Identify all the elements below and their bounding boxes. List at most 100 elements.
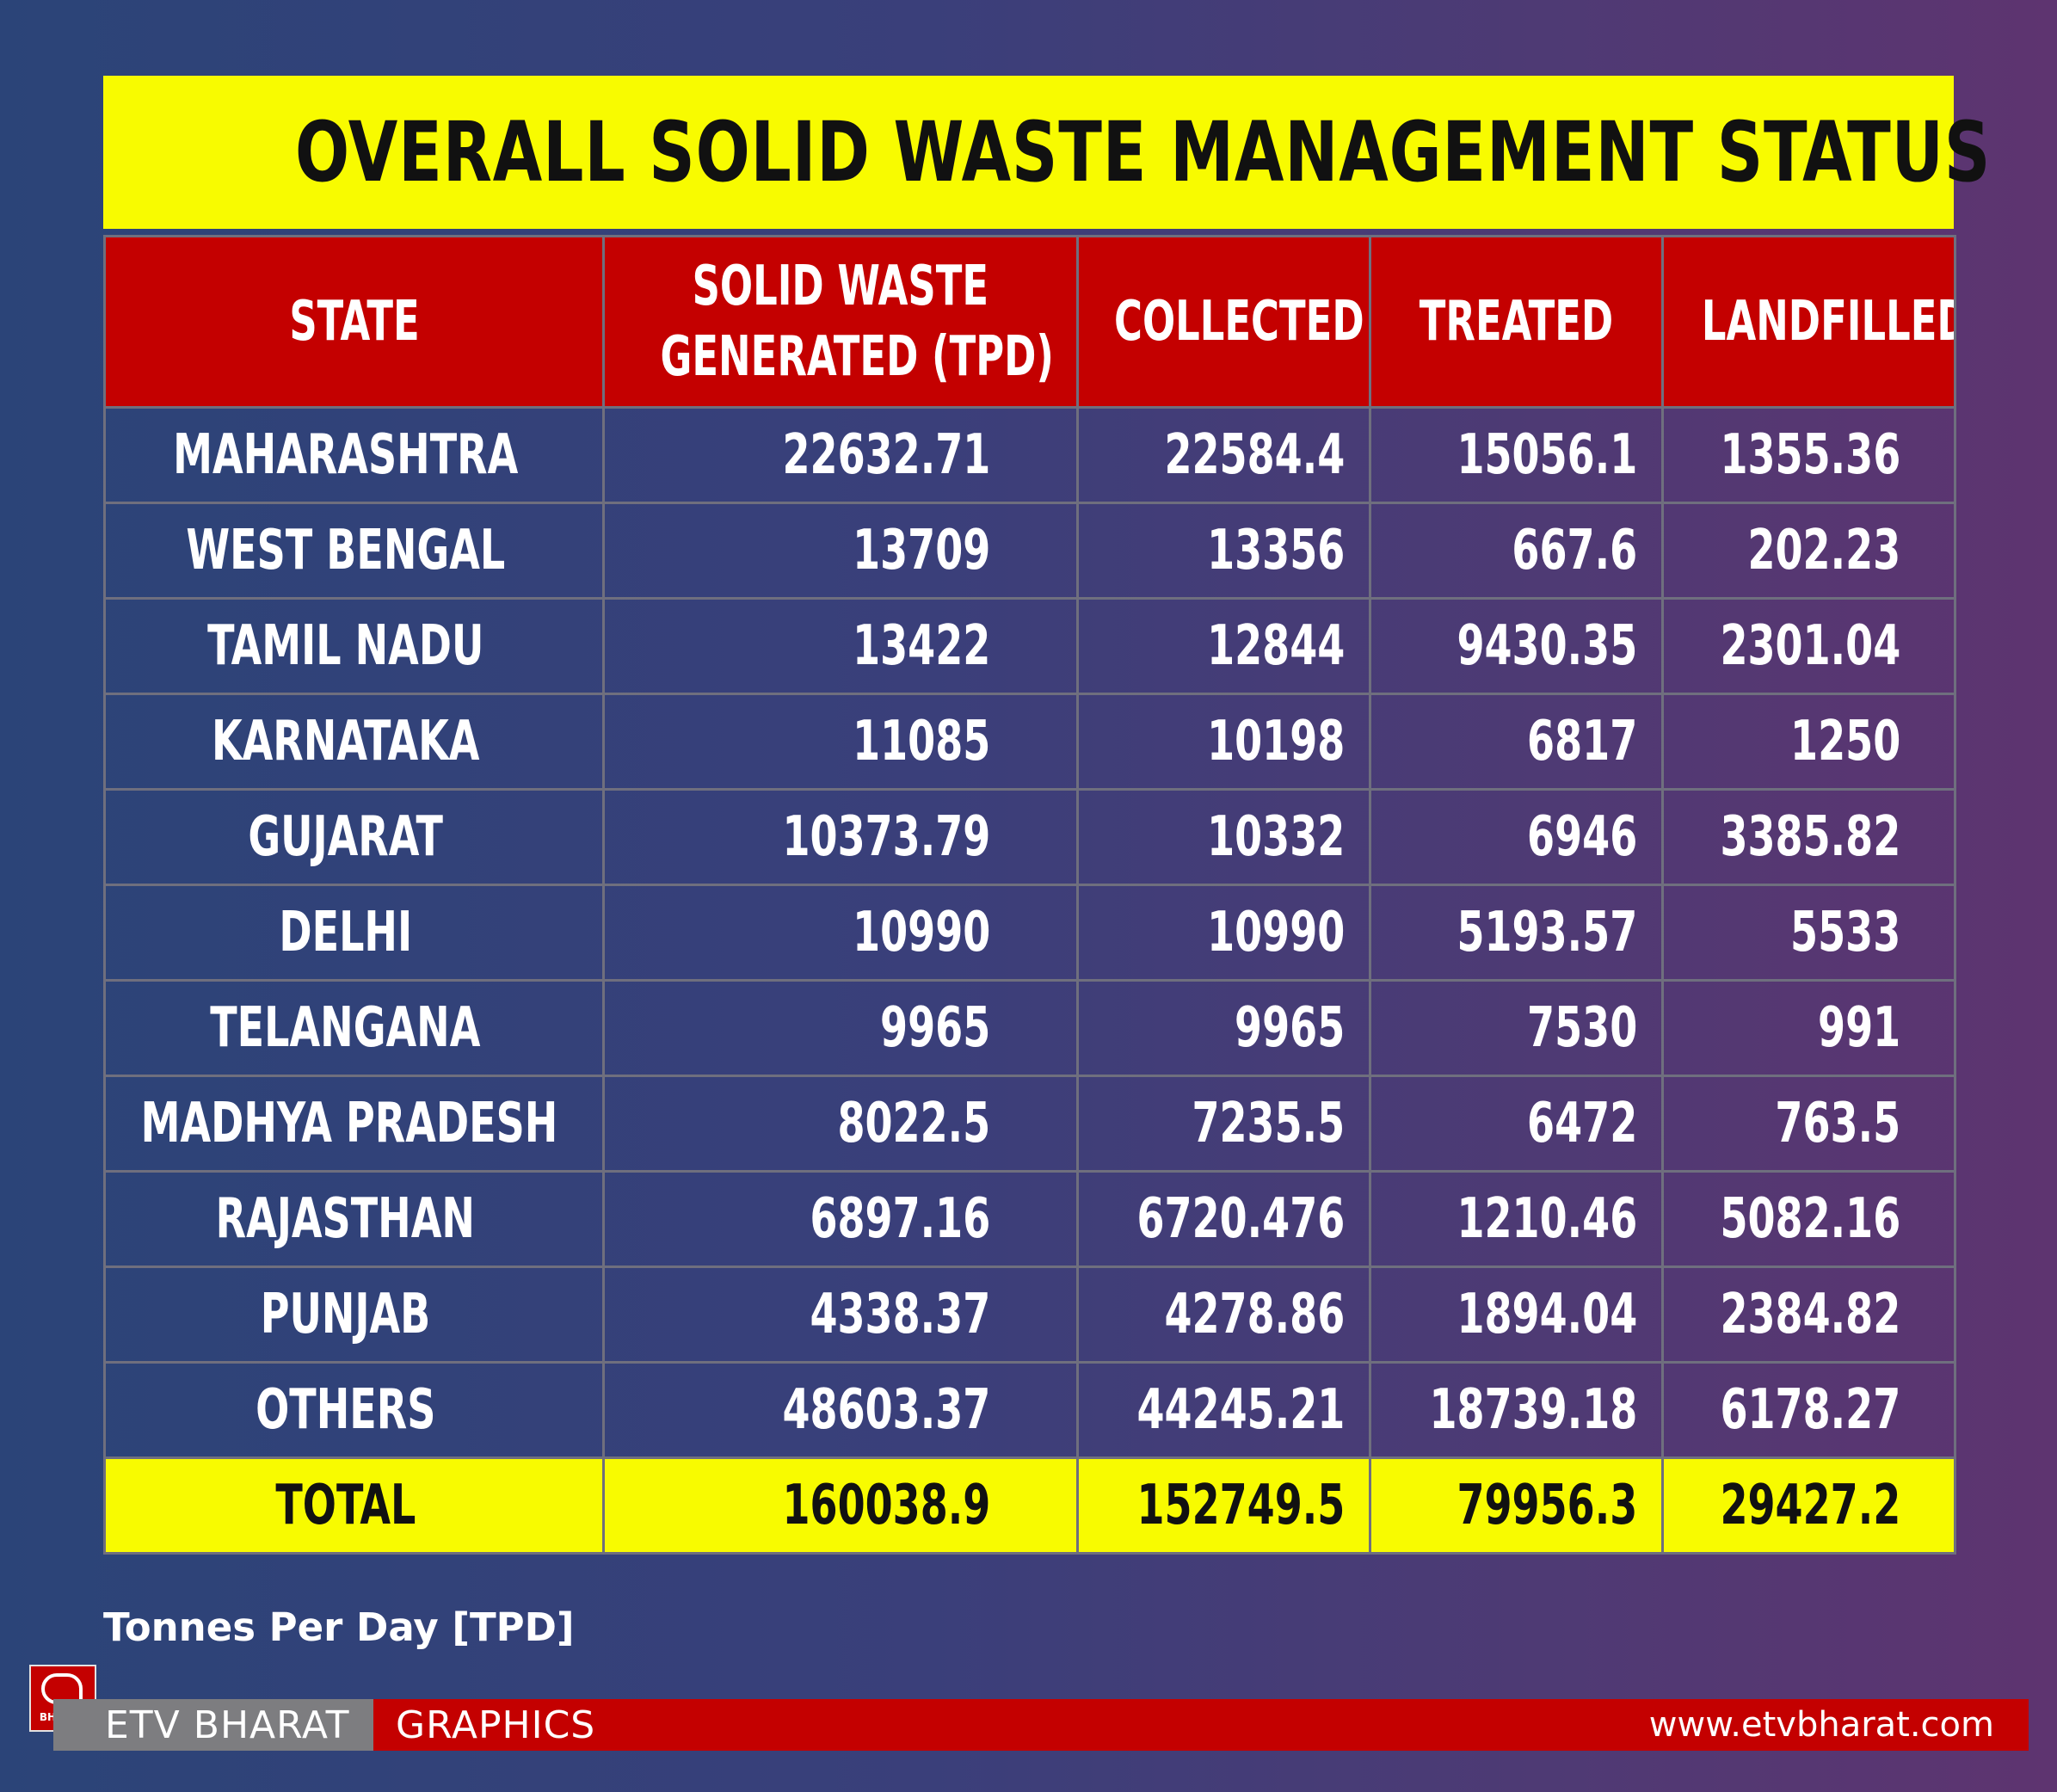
landfilled-cell: 5533: [1661, 884, 1956, 982]
landfilled-cell: 6178.27: [1661, 1361, 1956, 1459]
table-row: RAJASTHAN 6897.16 6720.476 1210.46 5082.…: [103, 1170, 1956, 1268]
header-collected-label: COLLECTED: [1113, 290, 1364, 354]
collected-value: 10198: [1206, 710, 1345, 773]
landfilled-cell: 3385.82: [1661, 788, 1956, 886]
table-row: GUJARAT 10373.79 10332 6946 3385.82: [103, 788, 1956, 886]
landfilled-value: 3385.82: [1720, 805, 1900, 869]
landfilled-cell: 1250: [1661, 693, 1956, 791]
treated-value: 7530: [1526, 996, 1637, 1060]
treated-value: 6946: [1526, 805, 1637, 869]
landfilled-cell: 202.23: [1661, 502, 1956, 600]
landfilled-value: 6178.27: [1720, 1378, 1900, 1442]
collected-value: 4278.86: [1164, 1283, 1345, 1346]
treated-cell: 6472: [1369, 1075, 1664, 1173]
footer-red-block: [373, 1699, 2029, 1751]
landfilled-cell: 2384.82: [1661, 1265, 1956, 1364]
treated-value: 6472: [1526, 1092, 1637, 1155]
header-generated: SOLID WASTE GENERATED (TPD): [602, 235, 1079, 409]
collected-value: 12844: [1206, 614, 1345, 678]
collected-cell: 12844: [1076, 597, 1371, 695]
waste-table: STATE SOLID WASTE GENERATED (TPD) COLLEC…: [103, 235, 1956, 1555]
treated-value: 1894.04: [1457, 1283, 1637, 1346]
collected-cell: 10332: [1076, 788, 1371, 886]
treated-value: 6817: [1526, 710, 1637, 773]
treated-value: 1210.46: [1457, 1187, 1637, 1251]
total-collected-value: 152749.5: [1136, 1474, 1345, 1537]
generated-value: 10373.79: [782, 805, 990, 869]
landfilled-value: 763.5: [1775, 1092, 1900, 1155]
page-title: OVERALL SOLID WASTE MANAGEMENT STATUS: [295, 104, 1992, 200]
landfilled-value: 1355.36: [1720, 423, 1900, 487]
state-cell: WEST BENGAL: [103, 502, 605, 600]
header-state: STATE: [103, 235, 605, 409]
total-treated-cell: 79956.3: [1369, 1456, 1664, 1555]
landfilled-cell: 2301.04: [1661, 597, 1956, 695]
treated-value: 18739.18: [1429, 1378, 1637, 1442]
state-name: KARNATAKA: [211, 710, 480, 773]
treated-cell: 6817: [1369, 693, 1664, 791]
landfilled-cell: 1355.36: [1661, 406, 1956, 504]
state-name: PUNJAB: [260, 1283, 431, 1346]
state-name: WEST BENGAL: [186, 519, 505, 582]
generated-value: 13709: [852, 519, 990, 582]
state-name: GUJARAT: [248, 805, 443, 869]
total-landfilled-cell: 29427.2: [1661, 1456, 1956, 1555]
collected-cell: 10198: [1076, 693, 1371, 791]
table-row: MAHARASHTRA 22632.71 22584.4 15056.1 135…: [103, 406, 1956, 504]
landfilled-value: 5533: [1789, 901, 1900, 964]
state-cell: TAMIL NADU: [103, 597, 605, 695]
collected-cell: 44245.21: [1076, 1361, 1371, 1459]
treated-value: 5193.57: [1457, 901, 1637, 964]
collected-cell: 7235.5: [1076, 1075, 1371, 1173]
collected-cell: 13356: [1076, 502, 1371, 600]
collected-cell: 6720.476: [1076, 1170, 1371, 1268]
header-treated-label: TREATED: [1419, 290, 1614, 354]
generated-cell: 8022.5: [602, 1075, 1079, 1173]
landfilled-cell: 763.5: [1661, 1075, 1956, 1173]
total-landfilled-value: 29427.2: [1720, 1474, 1900, 1537]
table-row: OTHERS 48603.37 44245.21 18739.18 6178.2…: [103, 1361, 1956, 1459]
header-landfilled: LANDFILLED: [1661, 235, 1956, 409]
generated-cell: 13422: [602, 597, 1079, 695]
collected-cell: 4278.86: [1076, 1265, 1371, 1364]
table-header-row: STATE SOLID WASTE GENERATED (TPD) COLLEC…: [103, 235, 1956, 409]
table-row: TELANGANA 9965 9965 7530 991: [103, 979, 1956, 1077]
state-cell: RAJASTHAN: [103, 1170, 605, 1268]
state-cell: TELANGANA: [103, 979, 605, 1077]
footer-url: www.etvbharat.com: [1648, 1705, 1994, 1745]
state-name: MADHYA PRADESH: [140, 1092, 558, 1155]
generated-value: 11085: [852, 710, 990, 773]
table-row: PUNJAB 4338.37 4278.86 1894.04 2384.82: [103, 1265, 1956, 1364]
collected-value: 6720.476: [1136, 1187, 1345, 1251]
collected-value: 13356: [1206, 519, 1345, 582]
title-bar: OVERALL SOLID WASTE MANAGEMENT STATUS: [103, 76, 1990, 229]
generated-value: 22632.71: [782, 423, 990, 487]
generated-cell: 48603.37: [602, 1361, 1079, 1459]
generated-value: 48603.37: [782, 1378, 990, 1442]
footer-brand: ETV BHARAT: [105, 1703, 350, 1747]
collected-value: 44245.21: [1136, 1378, 1345, 1442]
landfilled-value: 2301.04: [1720, 614, 1900, 678]
landfilled-cell: 5082.16: [1661, 1170, 1956, 1268]
state-cell: KARNATAKA: [103, 693, 605, 791]
generated-cell: 10990: [602, 884, 1079, 982]
treated-cell: 15056.1: [1369, 406, 1664, 504]
treated-cell: 9430.35: [1369, 597, 1664, 695]
header-treated: TREATED: [1369, 235, 1664, 409]
treated-value: 15056.1: [1457, 423, 1637, 487]
header-generated-line1: SOLID WASTE: [692, 255, 989, 318]
generated-value: 6897.16: [810, 1187, 990, 1251]
collected-cell: 22584.4: [1076, 406, 1371, 504]
total-generated-value: 160038.9: [782, 1474, 990, 1537]
landfilled-cell: 991: [1661, 979, 1956, 1077]
landfilled-value: 202.23: [1747, 519, 1900, 582]
landfilled-value: 1250: [1789, 710, 1900, 773]
state-cell: DELHI: [103, 884, 605, 982]
collected-value: 7235.5: [1192, 1092, 1345, 1155]
collected-value: 9965: [1234, 996, 1345, 1060]
total-label-cell: TOTAL: [103, 1456, 605, 1555]
state-name: DELHI: [279, 901, 412, 964]
total-row: TOTAL 160038.9 152749.5 79956.3 29427.2: [103, 1456, 1956, 1555]
generated-cell: 10373.79: [602, 788, 1079, 886]
header-state-label: STATE: [288, 290, 420, 354]
